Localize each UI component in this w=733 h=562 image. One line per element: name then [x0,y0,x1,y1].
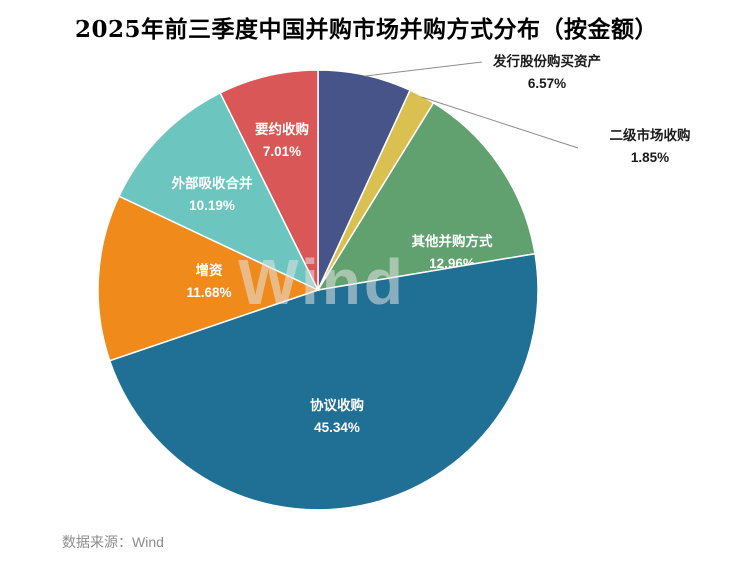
slice-label: 发行股份购买资产 [492,53,601,69]
slice-label: 二级市场收购 [610,127,691,143]
slice-percent: 11.68% [186,285,231,300]
slice-percent: 45.34% [314,420,360,435]
slice-label: 增资 [196,262,223,278]
slice-label: 要约收购 [255,121,309,137]
pie-slice-7 [219,69,319,291]
pie-slice-5 [97,195,320,362]
slice-percent: 1.85% [631,150,669,165]
page-title: 2025年前三季度中国并购市场并购方式分布（按金额） [74,16,658,43]
leader-line [364,61,483,77]
pie-slice-6 [118,91,320,292]
pie-slice-3 [316,101,536,292]
slice-percent: 10.19% [189,198,235,213]
leader-line [421,96,579,149]
slice-label: 协议收购 [310,397,364,413]
slice-label: 外部吸收合并 [172,175,253,191]
slice-percent: 6.57% [528,76,566,91]
slice-label: 其他并购方式 [412,233,493,249]
pie-slice-4 [108,252,539,511]
slice-percent: 7.01% [263,144,301,159]
data-source-note: 数据来源：Wind [62,534,164,550]
